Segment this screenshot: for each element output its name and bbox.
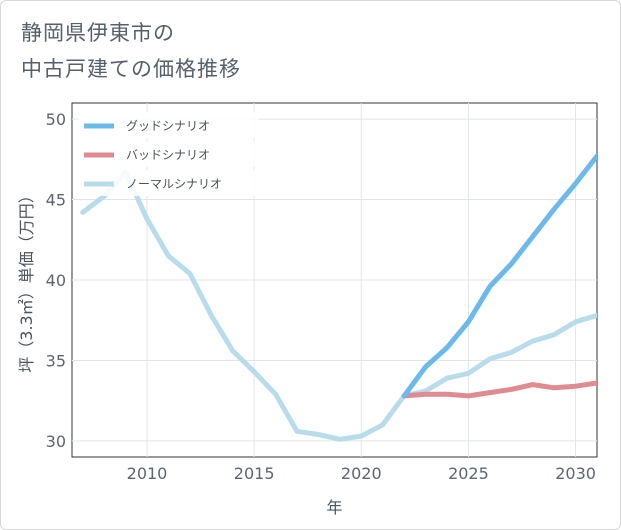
x-tick-label: 2010: [127, 464, 168, 483]
series-lines: [80, 153, 597, 442]
legend-label: ノーマルシナリオ: [126, 177, 222, 191]
y-tick-label: 50: [46, 110, 66, 129]
y-tick-label: 35: [46, 351, 66, 370]
title-line-1: 静岡県伊東市の: [21, 21, 175, 45]
tick-labels: 2010 2015 2020 2025 2030 30 35 40 45 50: [46, 110, 596, 483]
grid-lines: [72, 103, 597, 457]
chart-title: 静岡県伊東市の 中古戸建ての価格推移: [21, 15, 241, 87]
x-tick-label: 2030: [555, 464, 596, 483]
y-axis-label: 坪（3.3㎡）単価（万円）: [17, 187, 36, 372]
y-tick-label: 45: [46, 191, 66, 210]
legend-label: グッドシナリオ: [126, 119, 210, 133]
y-tick-label: 40: [46, 271, 66, 290]
title-line-2: 中古戸建ての価格推移: [21, 57, 241, 81]
series-line-1: [401, 380, 597, 399]
x-tick-label: 2025: [448, 464, 489, 483]
series-line-0: [401, 153, 597, 399]
y-tick-label: 30: [46, 432, 66, 451]
x-axis-label: 年: [326, 498, 342, 517]
legend-label: バッドシナリオ: [126, 148, 210, 162]
x-tick-label: 2020: [341, 464, 382, 483]
series-line-2: [80, 169, 597, 442]
x-tick-label: 2015: [234, 464, 275, 483]
